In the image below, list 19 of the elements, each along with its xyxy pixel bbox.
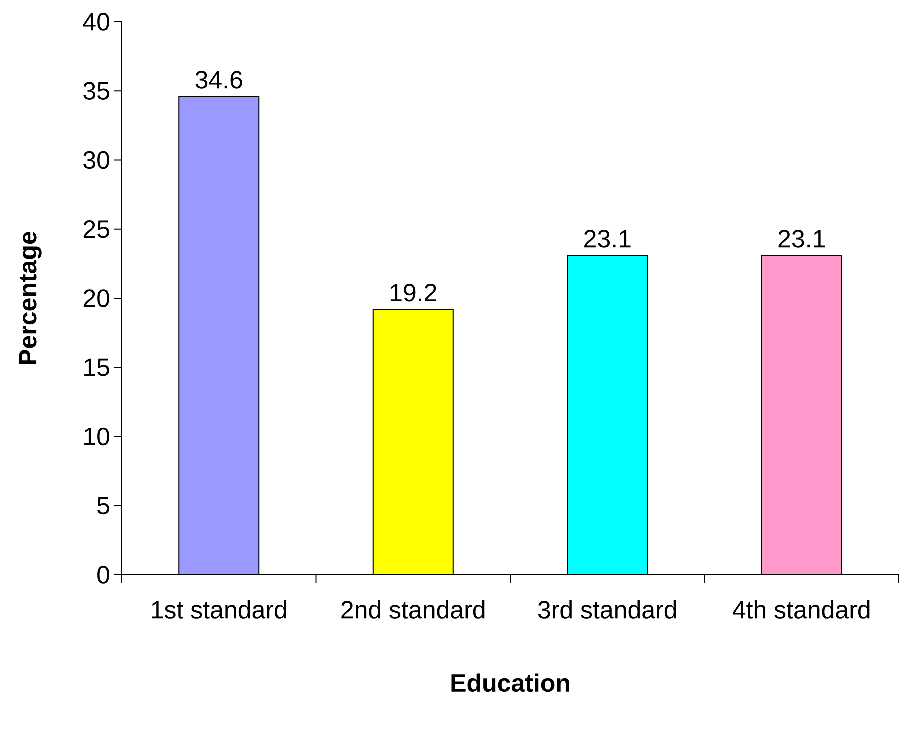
x-tick-label: 2nd standard (342, 600, 485, 619)
data-label: 19.2 (390, 284, 436, 302)
x-tick-label: 4th standard (732, 600, 870, 619)
y-axis-title: Percentage (19, 232, 42, 364)
y-tick-label: 40 (83, 13, 110, 31)
y-tick-label: 0 (98, 566, 110, 584)
y-tick-label: 20 (84, 290, 110, 308)
data-label: 23.1 (584, 230, 631, 248)
y-tick-label: 35 (84, 82, 110, 100)
y-tick-label: 25 (84, 220, 110, 238)
y-tick-label: 5 (98, 497, 110, 515)
x-tick-label: 3rd standard (538, 600, 676, 619)
y-tick-label: 30 (84, 151, 110, 170)
data-label: 34.6 (196, 71, 242, 89)
y-tick-label: 15 (84, 358, 110, 376)
x-axis-title: Education (452, 674, 570, 692)
data-label: 23.1 (778, 230, 825, 248)
x-tick-label: 1st standard (152, 600, 286, 619)
y-tick-label: 10 (84, 428, 110, 446)
